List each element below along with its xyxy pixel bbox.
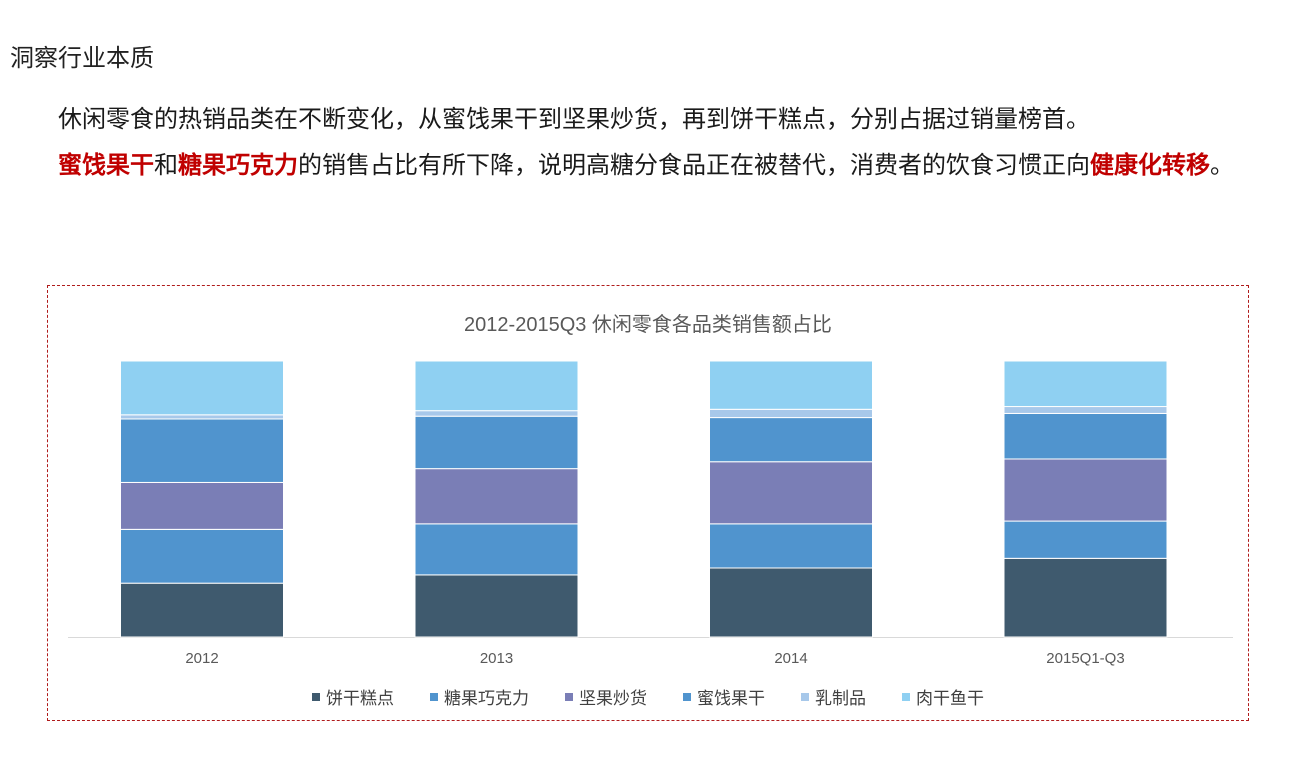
bar-segment-2013-糖果巧克力 — [414, 523, 579, 576]
stacked-bar-chart: 2012 2013 2014 2015Q1-Q3 — [68, 360, 1233, 667]
summary-text-2: 和 — [154, 151, 178, 179]
legend-swatch — [902, 692, 910, 701]
chart-container: 2012-2015Q3 休闲零食各品类销售额占比 2012 2013 2014 201… — [47, 285, 1249, 721]
x-tick-label: 2012 — [185, 650, 218, 667]
legend-label: 肉干鱼干 — [916, 689, 984, 709]
summary-paragraph: 休闲零食的热销品类在不断变化，从蜜饯果干到坚果炒货，再到饼干糕点，分别占据过销量… — [58, 96, 1258, 188]
summary-text-1: 休闲零食的热销品类在不断变化，从蜜饯果干到坚果炒货，再到饼干糕点，分别占据过销量… — [58, 105, 1090, 133]
bar-segment-2015Q1-Q3-饼干糕点 — [1003, 557, 1168, 638]
legend-label: 蜜饯果干 — [697, 689, 765, 709]
bar-segment-2013-肉干鱼干 — [414, 360, 579, 412]
bar-segment-2015Q1-Q3-蜜饯果干 — [1003, 412, 1168, 460]
legend-swatch — [565, 692, 573, 701]
bar-segment-2015Q1-Q3-糖果巧克力 — [1003, 520, 1168, 559]
bar-segment-2014-肉干鱼干 — [709, 360, 873, 410]
bar-segment-2013-坚果炒货 — [414, 468, 579, 525]
legend-item: 坚果炒货 — [565, 684, 647, 709]
legend-item: 糖果巧克力 — [430, 684, 529, 709]
legend-swatch — [683, 692, 691, 701]
legend-item: 蜜饯果干 — [683, 684, 765, 709]
bar-segment-2015Q1-Q3-坚果炒货 — [1003, 458, 1168, 522]
highlight-candied-fruit: 蜜饯果干 — [58, 151, 154, 179]
bar-segment-2012-蜜饯果干 — [120, 418, 284, 483]
legend-swatch — [430, 692, 438, 701]
bar-segment-2014-蜜饯果干 — [709, 417, 873, 463]
bar-segment-2012-坚果炒货 — [120, 481, 284, 530]
section-title: 洞察行业本质 — [10, 44, 154, 72]
summary-text-4: 。 — [1210, 151, 1234, 179]
legend-swatch — [801, 692, 809, 701]
bar-segment-2012-肉干鱼干 — [120, 360, 284, 416]
highlight-health-shift: 健康化转移 — [1090, 151, 1210, 179]
legend-label: 饼干糕点 — [326, 689, 394, 709]
summary-text-3: 的销售占比有所下降，说明高糖分食品正在被替代，消费者的饮食习惯正向 — [298, 151, 1090, 179]
legend-label: 乳制品 — [815, 689, 866, 709]
bar-segment-2014-饼干糕点 — [709, 567, 873, 638]
bar-segment-2014-坚果炒货 — [709, 461, 873, 525]
x-tick-label: 2013 — [480, 650, 513, 667]
x-tick-label: 2015Q1-Q3 — [1046, 650, 1124, 667]
bar-segment-2014-糖果巧克力 — [709, 523, 873, 569]
x-tick-label: 2014 — [774, 650, 807, 667]
chart-title: 2012-2015Q3 休闲零食各品类销售额占比 — [464, 314, 832, 336]
bar-segment-2013-饼干糕点 — [414, 574, 579, 638]
legend-item: 乳制品 — [801, 684, 866, 709]
bar-segment-2014-乳制品 — [709, 408, 873, 419]
bar-segment-2012-饼干糕点 — [120, 582, 284, 638]
legend-label: 坚果炒货 — [579, 689, 647, 709]
legend-label: 糖果巧克力 — [444, 689, 529, 709]
highlight-candy-chocolate: 糖果巧克力 — [178, 151, 298, 179]
bar-segment-2015Q1-Q3-乳制品 — [1003, 406, 1168, 414]
chart-legend: 饼干糕点 糖果巧克力 坚果炒货 蜜饯果干 乳制品 肉干鱼干 — [48, 684, 1248, 709]
legend-item: 肉干鱼干 — [902, 684, 984, 709]
bar-segment-2013-乳制品 — [414, 410, 579, 417]
bar-segment-2012-糖果巧克力 — [120, 528, 284, 584]
bar-segment-2012-乳制品 — [120, 414, 284, 420]
bar-segment-2013-蜜饯果干 — [414, 415, 579, 470]
bar-segment-2015Q1-Q3-肉干鱼干 — [1003, 360, 1168, 408]
legend-item: 饼干糕点 — [312, 684, 394, 709]
legend-swatch — [312, 692, 320, 701]
